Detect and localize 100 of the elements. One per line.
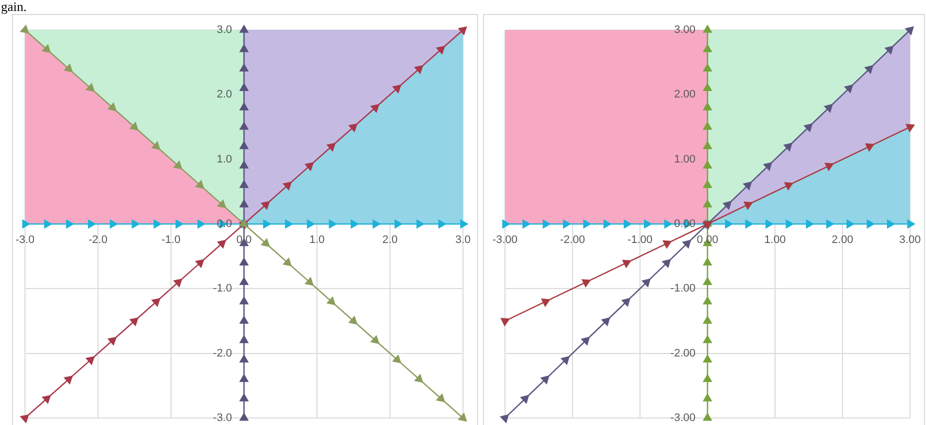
point <box>907 220 915 228</box>
point <box>542 220 550 228</box>
point <box>703 296 712 304</box>
point <box>703 180 712 188</box>
point <box>540 376 550 384</box>
point <box>826 220 834 228</box>
y-tick-label: -2.0 <box>213 347 232 360</box>
y-tick-label: 0.0 <box>216 218 232 230</box>
point <box>283 258 292 266</box>
point <box>370 335 380 344</box>
point <box>865 143 874 152</box>
point <box>784 142 792 152</box>
point <box>348 124 358 132</box>
point <box>64 376 73 384</box>
x-tick-label: 2.00 <box>832 234 854 246</box>
point <box>394 220 402 228</box>
point <box>604 220 612 228</box>
point <box>240 141 248 150</box>
point <box>304 277 314 286</box>
x-tick-label: 1.00 <box>764 234 786 246</box>
point <box>436 46 445 54</box>
point <box>217 200 226 208</box>
point <box>583 220 591 228</box>
point <box>905 26 914 35</box>
point <box>176 220 184 228</box>
point <box>285 220 293 228</box>
point <box>703 44 712 52</box>
y-tick-label: 1.00 <box>674 153 696 166</box>
x-tick-label: -2.0 <box>88 234 108 246</box>
point <box>784 182 794 190</box>
y-tick-label: -2.00 <box>670 347 696 360</box>
point <box>703 160 712 169</box>
point <box>108 336 116 346</box>
point <box>864 65 874 74</box>
point <box>372 220 380 228</box>
point <box>664 220 672 228</box>
point <box>217 240 226 248</box>
point <box>416 220 424 228</box>
point <box>520 394 529 404</box>
point <box>582 279 591 288</box>
point <box>703 64 712 72</box>
point <box>581 336 590 346</box>
point <box>240 180 248 188</box>
point <box>703 316 712 324</box>
point <box>725 220 733 228</box>
point <box>644 220 652 228</box>
point <box>86 356 95 365</box>
point <box>130 318 138 326</box>
point <box>370 104 380 113</box>
point <box>846 220 854 228</box>
point <box>703 258 712 266</box>
point <box>560 356 570 365</box>
point <box>522 220 530 228</box>
y-tick-label: -1.00 <box>670 282 696 295</box>
point <box>703 102 712 110</box>
point <box>42 395 51 404</box>
point <box>722 200 732 210</box>
y-tick-label: 3.00 <box>674 24 696 36</box>
point <box>240 335 248 344</box>
y-tick-label: 2.00 <box>674 88 696 101</box>
y-tick-label: 1.0 <box>216 153 232 166</box>
point <box>240 200 248 208</box>
point <box>703 83 712 91</box>
point <box>195 259 204 268</box>
point <box>283 182 292 190</box>
point <box>703 122 712 130</box>
text: gain. <box>1 0 27 14</box>
point <box>844 84 853 94</box>
point <box>20 414 29 423</box>
point <box>703 25 712 33</box>
point <box>304 162 314 171</box>
y-tick-label: 3.0 <box>216 24 232 36</box>
point <box>703 277 712 285</box>
x-tick-label: 2.0 <box>382 234 398 246</box>
point <box>86 83 95 92</box>
point <box>44 220 52 228</box>
point <box>66 220 74 228</box>
point <box>887 220 895 228</box>
point <box>804 123 812 132</box>
point <box>110 220 118 228</box>
point <box>703 335 712 344</box>
point <box>436 394 445 402</box>
point <box>240 374 248 382</box>
point <box>240 44 248 52</box>
point <box>108 102 116 112</box>
point <box>240 277 248 285</box>
point <box>152 141 160 150</box>
point <box>174 278 182 288</box>
point <box>392 84 402 94</box>
x-tick-label: -3.00 <box>492 234 518 246</box>
point <box>132 220 140 228</box>
point <box>766 220 774 228</box>
point <box>22 220 30 228</box>
y-tick-label: -3.0 <box>213 412 232 424</box>
point <box>328 220 337 228</box>
point <box>763 162 772 171</box>
point <box>240 83 248 91</box>
point <box>195 180 204 189</box>
y-tick-label: 2.0 <box>216 88 232 101</box>
point <box>20 25 29 34</box>
